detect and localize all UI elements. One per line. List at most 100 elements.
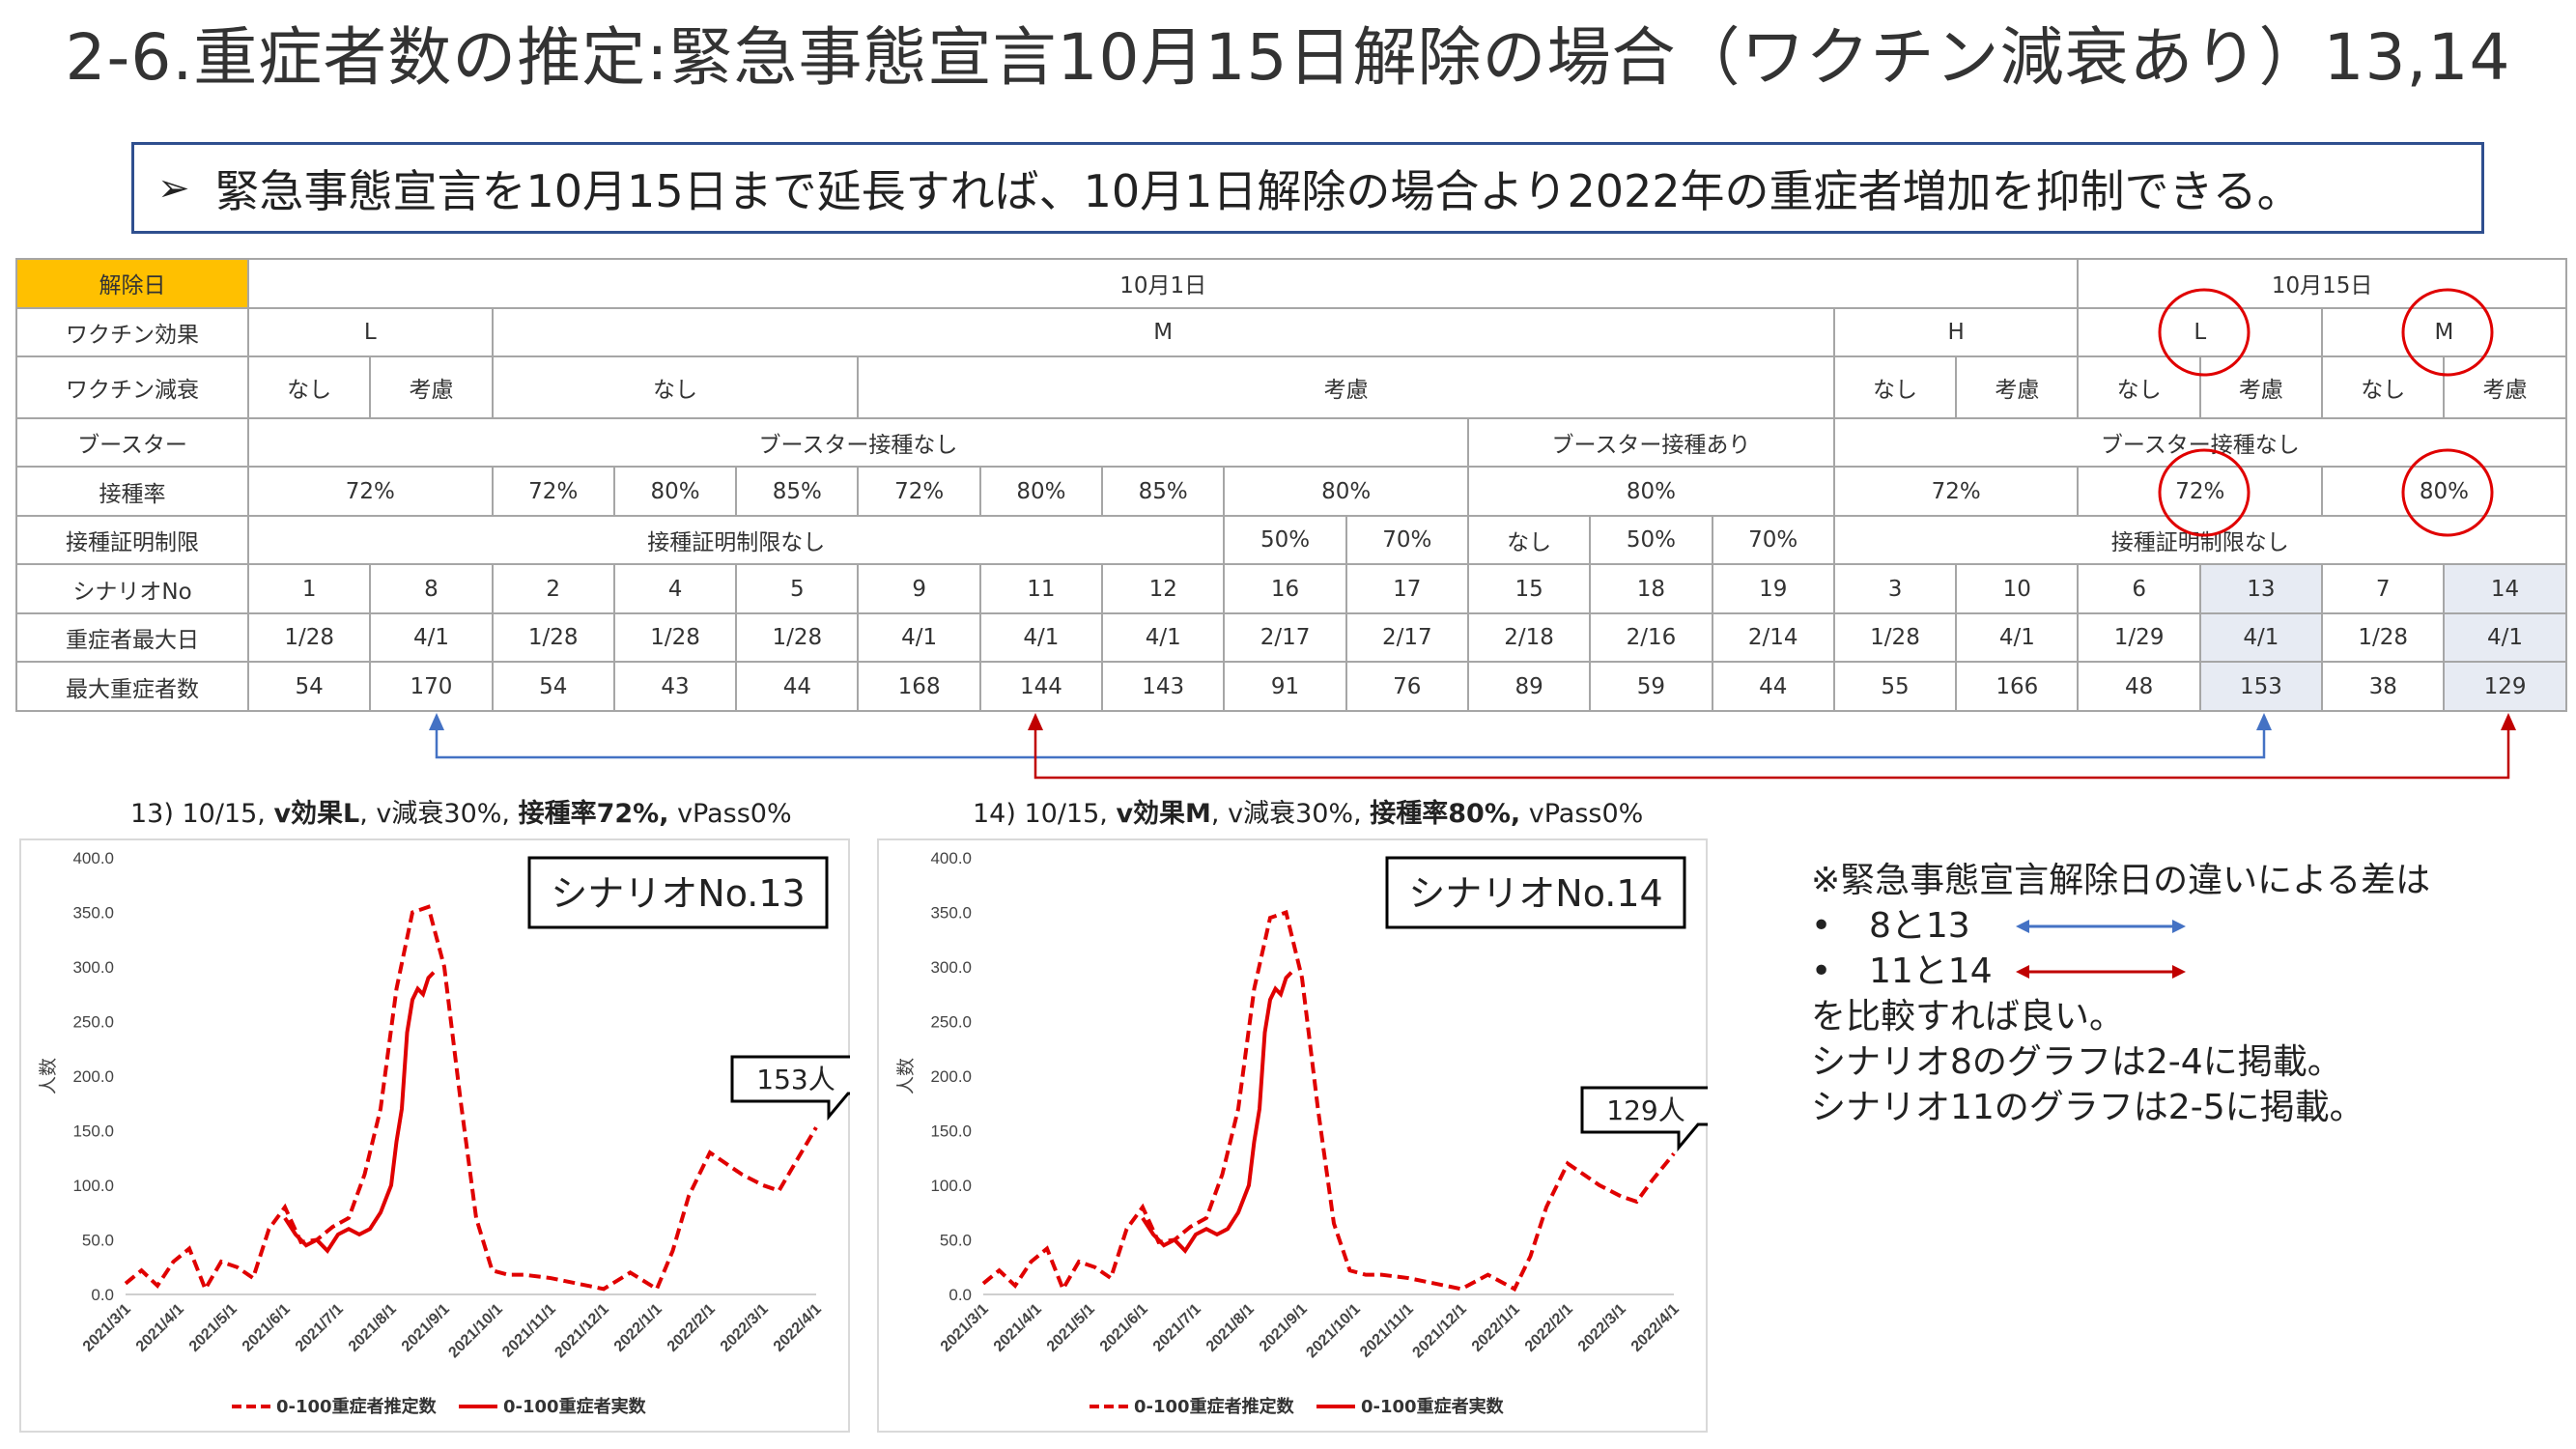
cert-cell: 接種証明制限なし: [1832, 514, 2567, 566]
row-label: シナリオNo: [15, 563, 249, 614]
table-row: 接種率 72% 72% 80% 85% 72% 80% 85% 80% 80% …: [15, 466, 2567, 517]
scenario-no-cell: 6: [2077, 563, 2201, 614]
peak-count-cell: 54: [491, 661, 615, 712]
chart-scenario-14: 0.0 50.0 100.0 150.0 200.0 250.0 300.0 350.0 400…: [877, 838, 1708, 1433]
peak-count-cell: 168: [857, 661, 981, 712]
chart-scenario-13: 0.0 50.0 100.0 150.0 200.0 250.0 300.0 350.0 400…: [19, 838, 850, 1433]
summary-text: 緊急事態宣言を10月15日まで延長すれば、10月1日解除の場合より2022年の重…: [214, 164, 2302, 217]
peak-count-cell: 44: [1711, 661, 1835, 712]
scenario-label-box: [527, 856, 829, 929]
title-part: v効果M: [1116, 799, 1211, 829]
y-tick-label: 350.0: [930, 904, 972, 923]
scenario-no-cell: 3: [1832, 563, 1958, 614]
peak-date-cell: 2/17: [1223, 611, 1347, 664]
title-part: vPass0%: [668, 799, 792, 829]
notes-item: • 8と13: [1811, 903, 2430, 949]
row-label: ワクチン減衰: [15, 355, 249, 419]
scenario-no-cell: 12: [1101, 563, 1226, 614]
cert-cell: 70%: [1711, 514, 1835, 566]
row-label: 接種率: [15, 466, 249, 517]
scenario-no-cell: 8: [369, 563, 494, 614]
rate-cell: 72%: [2077, 466, 2324, 517]
row-label: 接種証明制限: [15, 514, 249, 566]
y-tick-label: 0.0: [948, 1286, 972, 1304]
scenario-label: シナリオNo.13: [551, 872, 805, 915]
peak-date-cell: 4/1: [369, 611, 494, 664]
peak-date-cell: 4/1: [2443, 611, 2567, 664]
release-date-cell: 10月15日: [2077, 258, 2567, 309]
title-part: v効果L: [273, 799, 360, 829]
vaccine-effect-cell: H: [1832, 306, 2080, 358]
table-row: 最大重症者数 54 170 54 43 44 168 144 143 91 76 89 59 44 55 1…: [15, 661, 2567, 712]
series-estimated-line: [124, 904, 818, 1293]
title-part: 13) 10/15,: [130, 799, 274, 829]
y-tick-label: 0.0: [91, 1286, 114, 1304]
peak-count-cell: 166: [1955, 661, 2080, 712]
title-part: , v減衰30%,: [1210, 799, 1371, 829]
notes-line: を比較すれば良い。: [1811, 997, 2125, 1037]
title-part: 接種率72%,: [518, 799, 669, 829]
title-part: vPass0%: [1520, 799, 1644, 829]
summary-box: ➢ 緊急事態宣言を10月15日まで延長すれば、10月1日解除の場合より2022年…: [131, 142, 2484, 234]
decay-cell: なし: [2077, 355, 2201, 419]
y-tick-label: 100.0: [930, 1177, 972, 1195]
scenario-no-cell: 7: [2321, 563, 2446, 614]
pair-label: 11と14: [1869, 952, 1993, 991]
vaccine-effect-cell: M: [2321, 306, 2567, 358]
notes-line: シナリオ8のグラフは2-4に掲載。: [1811, 1042, 2342, 1082]
peak-count-cell: 43: [612, 661, 738, 712]
y-tick-label: 50.0: [940, 1232, 972, 1250]
row-label: 解除日: [15, 258, 249, 309]
scenario-no-cell: 9: [857, 563, 981, 614]
callout-label: 129人: [1606, 1094, 1684, 1126]
arrowhead-icon: [2501, 713, 2516, 730]
series-actual-line: [283, 971, 436, 1254]
rate-cell: 72%: [857, 466, 981, 517]
booster-cell: ブースター接種あり: [1466, 416, 1835, 469]
callout-box: [730, 1055, 850, 1122]
peak-date-cell: 4/1: [978, 611, 1104, 664]
y-tick-label: 150.0: [72, 1122, 114, 1141]
title-part: 14) 10/15,: [973, 799, 1117, 829]
notes-line: シナリオ11のグラフは2-5に掲載。: [1811, 1088, 2364, 1127]
y-tick-label: 150.0: [930, 1122, 972, 1141]
y-tick-label: 400.0: [72, 849, 114, 867]
peak-count-cell: 48: [2077, 661, 2201, 712]
cert-cell: 接種証明制限なし: [246, 514, 1226, 566]
y-tick-label: 350.0: [72, 904, 114, 923]
table-row: 重症者最大日 1/28 4/1 1/28 1/28 1/28 4/1 4/1 4/1 2/17 2…: [15, 611, 2567, 664]
release-date-cell: 10月1日: [246, 258, 2080, 309]
peak-date-cell: 1/28: [491, 611, 615, 664]
booster-cell: ブースター接種なし: [1832, 416, 2567, 469]
scenario-no-cell: 17: [1345, 563, 1469, 614]
peak-date-cell: 1/28: [735, 611, 860, 664]
peak-date-cell: 4/1: [1955, 611, 2080, 664]
y-tick-label: 200.0: [72, 1067, 114, 1086]
scenario-no-cell: 11: [978, 563, 1104, 614]
notes-item: • 11と14: [1811, 949, 2430, 994]
peak-count-cell: 170: [369, 661, 494, 712]
peak-date-cell: 2/16: [1589, 611, 1713, 664]
callout-box: [1580, 1086, 1708, 1152]
callout-label: 153人: [756, 1064, 835, 1095]
scenario-no-cell: 10: [1955, 563, 2080, 614]
cert-cell: 70%: [1345, 514, 1469, 566]
peak-date-cell: 4/1: [1101, 611, 1226, 664]
decay-cell: 考慮: [2443, 355, 2567, 419]
notes-heading: ※緊急事態宣言解除日の違いによる差は: [1811, 861, 2431, 900]
y-tick-label: 300.0: [930, 958, 972, 977]
peak-count-cell: 144: [978, 661, 1104, 712]
scenario-no-cell: 18: [1589, 563, 1713, 614]
bullet: •: [1811, 906, 1832, 946]
series-estimated-line: [981, 909, 1676, 1293]
peak-date-cell: 1/28: [2321, 611, 2446, 664]
peak-count-cell: 54: [246, 661, 372, 712]
scenario-table: 解除日 10月1日 10月15日 ワクチン効果 L M H L M ワクチン減衰…: [15, 258, 2567, 712]
series-actual-line: [1141, 971, 1293, 1254]
peak-count-cell: 59: [1589, 661, 1713, 712]
table-row: ブースター ブースター接種なし ブースター接種あり ブースター接種なし: [15, 416, 2567, 469]
chart-frame: [19, 838, 850, 1433]
row-label: 重症者最大日: [15, 611, 249, 664]
table-row: ワクチン効果 L M H L M: [15, 306, 2567, 358]
scenario-no-cell: 14: [2443, 563, 2567, 614]
